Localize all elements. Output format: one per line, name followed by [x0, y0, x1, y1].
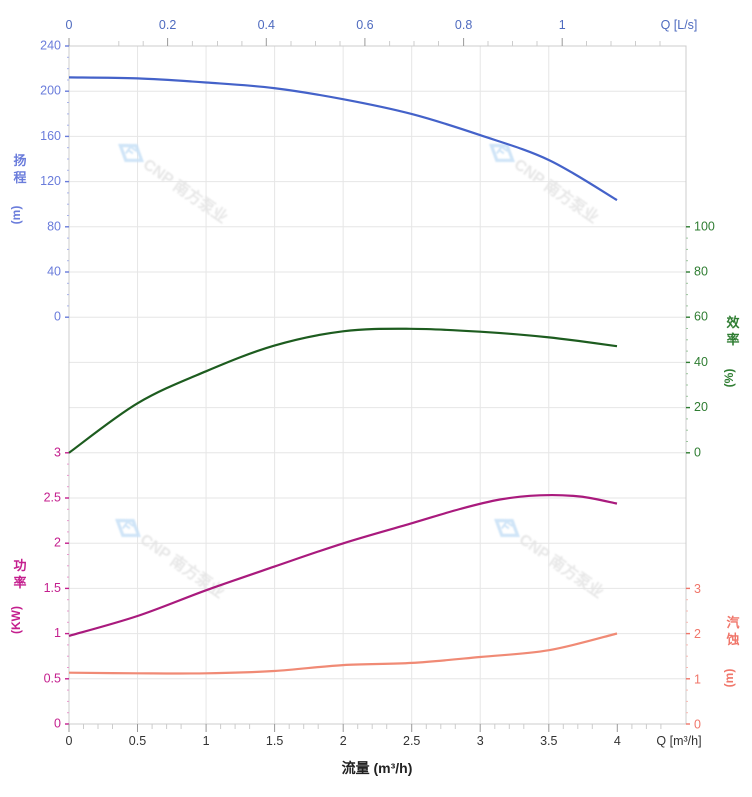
- svg-text:80: 80: [694, 265, 708, 279]
- svg-text:0.5: 0.5: [44, 671, 61, 685]
- svg-text:100: 100: [694, 219, 715, 233]
- svg-text:效: 效: [726, 315, 740, 330]
- svg-text:160: 160: [40, 129, 61, 143]
- svg-text:(%): (%): [722, 369, 736, 388]
- svg-text:3.5: 3.5: [540, 734, 557, 748]
- svg-text:2: 2: [694, 627, 701, 641]
- svg-text:率: 率: [726, 332, 739, 347]
- svg-text:Q [L/s]: Q [L/s]: [661, 18, 698, 32]
- svg-text:(m): (m): [722, 669, 736, 688]
- svg-text:200: 200: [40, 84, 61, 98]
- svg-text:3: 3: [694, 582, 701, 596]
- svg-text:0.8: 0.8: [455, 18, 472, 32]
- svg-text:1.5: 1.5: [266, 734, 283, 748]
- svg-text:0: 0: [694, 718, 701, 732]
- svg-text:0: 0: [66, 18, 73, 32]
- svg-text:40: 40: [47, 265, 61, 279]
- svg-text:0.5: 0.5: [129, 734, 146, 748]
- svg-text:功: 功: [13, 558, 26, 573]
- svg-text:汽: 汽: [726, 615, 739, 630]
- svg-text:Q [m³/h]: Q [m³/h]: [656, 734, 701, 748]
- svg-text:3: 3: [477, 734, 484, 748]
- svg-text:2.5: 2.5: [403, 734, 420, 748]
- svg-text:1: 1: [694, 672, 701, 686]
- svg-text:程: 程: [13, 170, 26, 185]
- svg-text:80: 80: [47, 219, 61, 233]
- svg-text:40: 40: [694, 355, 708, 369]
- svg-text:0: 0: [54, 310, 61, 324]
- svg-text:1: 1: [559, 18, 566, 32]
- svg-text:率: 率: [13, 575, 26, 590]
- svg-text:0: 0: [54, 717, 61, 731]
- svg-text:蚀: 蚀: [725, 632, 739, 647]
- svg-text:(m): (m): [9, 206, 23, 225]
- svg-text:1: 1: [203, 734, 210, 748]
- svg-text:120: 120: [40, 174, 61, 188]
- svg-text:0: 0: [66, 734, 73, 748]
- svg-text:1.5: 1.5: [44, 581, 61, 595]
- svg-text:(KW): (KW): [9, 606, 23, 634]
- svg-text:20: 20: [694, 400, 708, 414]
- svg-text:0.2: 0.2: [159, 18, 176, 32]
- svg-text:2.5: 2.5: [44, 491, 61, 505]
- svg-text:2: 2: [340, 734, 347, 748]
- svg-text:2: 2: [54, 536, 61, 550]
- svg-text:0.6: 0.6: [356, 18, 373, 32]
- svg-text:240: 240: [40, 39, 61, 53]
- svg-text:4: 4: [614, 734, 621, 748]
- svg-text:3: 3: [54, 445, 61, 459]
- svg-text:0: 0: [694, 445, 701, 459]
- svg-text:60: 60: [694, 310, 708, 324]
- svg-text:1: 1: [54, 626, 61, 640]
- svg-text:流量 (m³/h): 流量 (m³/h): [342, 760, 413, 776]
- svg-text:0.4: 0.4: [258, 18, 275, 32]
- svg-text:扬: 扬: [13, 153, 26, 168]
